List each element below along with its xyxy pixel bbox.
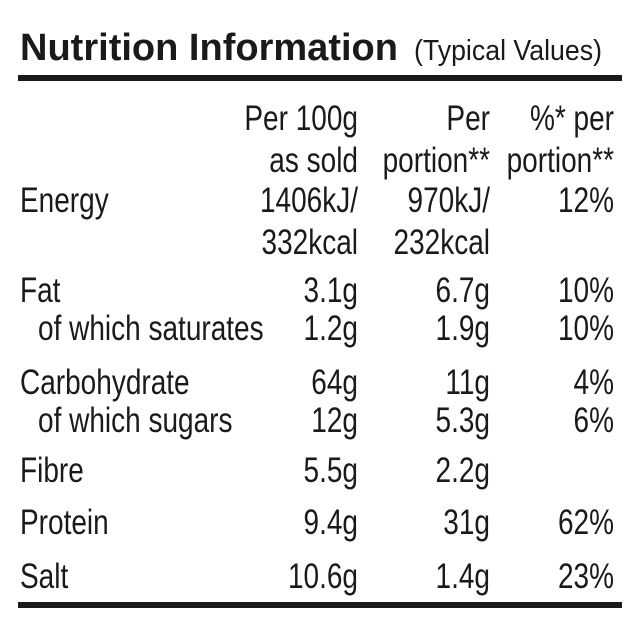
- column-header: Per 100g: [244, 98, 358, 138]
- row-label: Salt: [20, 556, 68, 596]
- column-header: Per: [446, 98, 490, 138]
- cell-value: 10%: [558, 308, 614, 348]
- cell-value: 3.1g: [304, 270, 358, 310]
- column-header: portion**: [507, 140, 614, 180]
- cell-value: 5.3g: [436, 400, 490, 440]
- column-header: as sold: [269, 140, 358, 180]
- cell-value: 6%: [574, 400, 614, 440]
- cell-value: 12%: [558, 180, 614, 220]
- row-label: Fibre: [20, 450, 84, 490]
- column-header: portion**: [383, 140, 490, 180]
- cell-value: 12g: [311, 400, 358, 440]
- subrow-label: of which sugars: [38, 400, 233, 440]
- cell-value: 4%: [574, 362, 614, 402]
- cell-value: 31g: [443, 502, 490, 542]
- cell-value: 970kJ/: [408, 180, 491, 220]
- cell-value: 6.7g: [436, 270, 490, 310]
- cell-value: 10.6g: [288, 556, 358, 596]
- cell-value: 5.5g: [304, 450, 358, 490]
- cell-value: 232kcal: [393, 222, 490, 262]
- bottom-rule: [18, 602, 622, 608]
- row-label: Energy: [20, 180, 109, 220]
- title: Nutrition Information: [20, 27, 398, 69]
- cell-value: 1.4g: [436, 556, 490, 596]
- cell-value: 1406kJ/: [260, 180, 358, 220]
- cell-value: 1.9g: [436, 308, 490, 348]
- row-label: Fat: [20, 270, 61, 310]
- row-label: Carbohydrate: [20, 362, 190, 402]
- column-header: %* per: [530, 98, 614, 138]
- cell-value: 23%: [558, 556, 614, 596]
- cell-value: 64g: [311, 362, 358, 402]
- top-rule: [18, 75, 622, 81]
- subtitle: (Typical Values): [414, 35, 602, 67]
- cell-value: 10%: [558, 270, 614, 310]
- row-label: Protein: [20, 502, 109, 542]
- cell-value: 332kcal: [261, 222, 358, 262]
- cell-value: 1.2g: [304, 308, 358, 348]
- cell-value: 2.2g: [436, 450, 490, 490]
- subrow-label: of which saturates: [38, 308, 264, 348]
- cell-value: 62%: [558, 502, 614, 542]
- cell-value: 11g: [445, 362, 490, 402]
- cell-value: 9.4g: [304, 502, 358, 542]
